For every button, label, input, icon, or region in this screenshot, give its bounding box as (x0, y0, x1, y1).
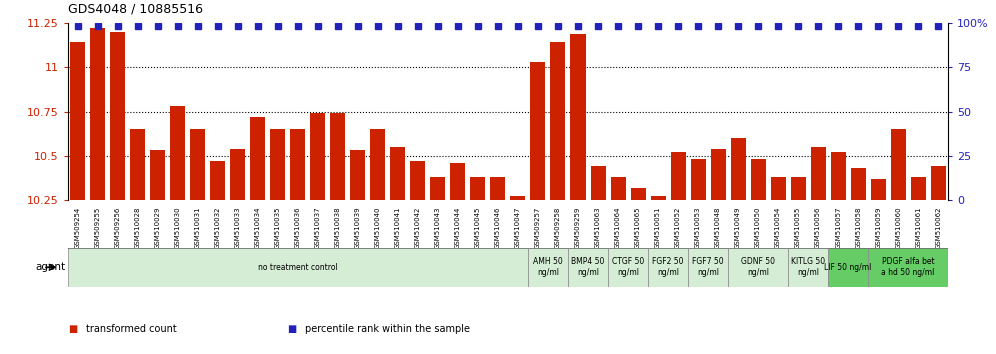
Bar (571, 34, 586, 200)
Bar (528, 248, 568, 287)
Bar (650, 196, 665, 200)
Bar (531, 62, 546, 200)
Bar (210, 161, 225, 200)
Bar (930, 166, 945, 200)
Bar (611, 177, 625, 200)
Bar (690, 159, 705, 200)
Bar (470, 177, 485, 200)
Bar (490, 177, 505, 200)
Bar (230, 149, 245, 200)
Text: FGF7 50
ng/ml: FGF7 50 ng/ml (692, 257, 724, 277)
Bar (630, 188, 645, 200)
Bar (751, 159, 766, 200)
Bar (670, 152, 685, 200)
Bar (791, 177, 806, 200)
Bar (831, 152, 846, 200)
Bar (811, 147, 826, 200)
Text: percentile rank within the sample: percentile rank within the sample (305, 324, 470, 334)
Bar (788, 248, 828, 287)
Bar (851, 168, 866, 200)
Bar (190, 129, 205, 200)
Bar (430, 177, 445, 200)
Bar (511, 196, 526, 200)
Text: agent: agent (36, 262, 66, 272)
Bar (688, 248, 728, 287)
Bar (828, 248, 869, 287)
Bar (170, 106, 185, 200)
Bar (648, 248, 688, 287)
Text: GDS4048 / 10885516: GDS4048 / 10885516 (68, 3, 203, 16)
Bar (568, 248, 608, 287)
Bar (869, 248, 948, 287)
Bar (771, 177, 786, 200)
Text: PDGF alfa bet
a hd 50 ng/ml: PDGF alfa bet a hd 50 ng/ml (881, 257, 935, 277)
Bar (410, 161, 425, 200)
Text: AMH 50
ng/ml: AMH 50 ng/ml (533, 257, 563, 277)
Text: BMP4 50
ng/ml: BMP4 50 ng/ml (572, 257, 605, 277)
Bar (351, 150, 366, 200)
Bar (291, 129, 306, 200)
Bar (250, 117, 265, 200)
Bar (710, 149, 725, 200)
Bar (608, 248, 648, 287)
Bar (71, 42, 86, 200)
Text: ■: ■ (287, 324, 296, 334)
Bar (450, 163, 465, 200)
Bar (731, 138, 746, 200)
Bar (130, 129, 145, 200)
Bar (728, 248, 788, 287)
Text: CTGF 50
ng/ml: CTGF 50 ng/ml (612, 257, 644, 277)
Text: LIF 50 ng/ml: LIF 50 ng/ml (825, 263, 872, 272)
Text: KITLG 50
ng/ml: KITLG 50 ng/ml (791, 257, 825, 277)
Bar (270, 129, 285, 200)
Bar (910, 177, 925, 200)
Bar (68, 248, 528, 287)
Text: FGF2 50
ng/ml: FGF2 50 ng/ml (652, 257, 684, 277)
Text: transformed count: transformed count (86, 324, 176, 334)
Bar (371, 129, 385, 200)
Bar (331, 113, 346, 200)
Text: no treatment control: no treatment control (258, 263, 338, 272)
Bar (890, 129, 905, 200)
Bar (551, 42, 566, 200)
Bar (111, 32, 125, 200)
Bar (390, 147, 405, 200)
Bar (591, 166, 606, 200)
Text: ■: ■ (68, 324, 77, 334)
Text: GDNF 50
ng/ml: GDNF 50 ng/ml (741, 257, 775, 277)
Bar (91, 28, 106, 200)
Bar (150, 150, 165, 200)
Bar (311, 113, 326, 200)
Bar (871, 179, 885, 200)
